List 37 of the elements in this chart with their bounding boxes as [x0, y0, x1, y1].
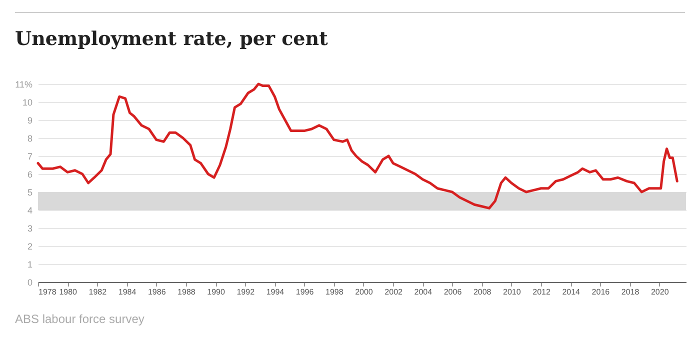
x-tick-label: 1978 [38, 288, 57, 296]
x-tick-label: 2012 [532, 288, 551, 296]
x-tick-label: 2006 [444, 288, 462, 296]
x-tick-label: 1996 [296, 288, 314, 296]
x-tick-label: 2002 [384, 288, 404, 296]
y-tick-label: 3 [27, 224, 32, 234]
y-tick-label: 10 [22, 98, 32, 108]
y-tick-label: 7 [27, 152, 32, 162]
y-tick-label: 0 [27, 278, 32, 288]
x-tick-label: 2004 [414, 288, 433, 296]
x-tick-label: 1998 [325, 288, 344, 296]
x-tick-label: 1988 [178, 288, 196, 296]
x-tick-label: 1990 [207, 288, 226, 296]
x-tick-label: 2014 [562, 288, 581, 296]
text: ABS labour force survey [15, 312, 144, 326]
y-tick-label: 8 [27, 134, 32, 144]
x-tick-label: 1982 [88, 288, 108, 296]
y-tick-label: 2 [27, 242, 32, 252]
x-tick-label: 2016 [592, 288, 610, 296]
line-series [36, 82, 678, 210]
x-tick-label: 1986 [148, 288, 166, 296]
x-tick-label: 1984 [118, 288, 137, 296]
x-tick-label: 2008 [473, 288, 492, 296]
y-tick-label: 5 [27, 188, 32, 198]
x-tick-label: 2010 [503, 288, 522, 296]
x-tick-label: 2018 [621, 288, 640, 296]
x-tick-label: 1980 [59, 288, 78, 296]
y-tick-label: 4 [27, 206, 32, 216]
x-tick-label: 2000 [355, 288, 374, 296]
x-tick-label: 2020 [650, 288, 670, 296]
y-tick-label: 9 [27, 116, 32, 126]
x-tick-label: 1994 [266, 288, 285, 296]
y-tick-label: 11% [15, 80, 32, 90]
chart-title: Unemployment rate, per cent [15, 28, 328, 50]
y-tick-label: 6 [27, 170, 32, 180]
y-tick-label: 1 [27, 260, 32, 270]
x-tick-label: 1992 [236, 288, 256, 296]
